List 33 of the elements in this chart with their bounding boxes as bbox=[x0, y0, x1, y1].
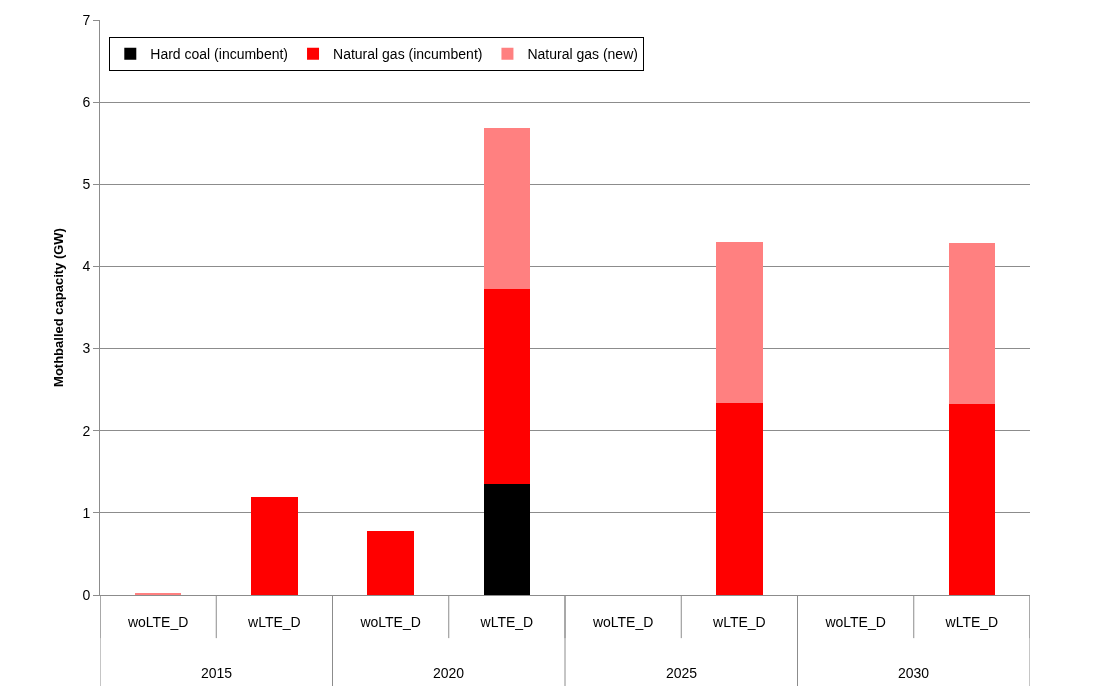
y-tick-label: 2 bbox=[82, 422, 91, 439]
x-tick-label: woLTE_D bbox=[126, 613, 189, 630]
legend-label: Hard coal (incumbent) bbox=[150, 46, 289, 63]
x-tick-label: wLTE_D bbox=[712, 613, 766, 630]
bar bbox=[948, 404, 996, 595]
y-tick-label: 4 bbox=[82, 258, 91, 275]
text: 2030 bbox=[898, 665, 930, 681]
x-tick-label: wLTE_D bbox=[479, 613, 534, 630]
bar bbox=[251, 497, 298, 595]
bar bbox=[948, 243, 996, 405]
bar bbox=[483, 289, 531, 485]
legend-label: Natural gas (incumbent) bbox=[333, 46, 483, 63]
legend-label: Natural gas (new) bbox=[527, 46, 638, 63]
y-tick-label: 6 bbox=[82, 94, 91, 111]
y-tick-label: 7 bbox=[82, 11, 91, 28]
bar bbox=[367, 530, 414, 595]
y-tick-label: 0 bbox=[82, 586, 91, 603]
text: 2025 bbox=[666, 665, 698, 681]
y-axis-title: Mothballed capacity (GW) bbox=[51, 228, 67, 387]
x-tick-label: woLTE_D bbox=[824, 613, 886, 630]
y-tick-label: 5 bbox=[82, 176, 91, 193]
x-tick-label: woLTE_D bbox=[591, 613, 654, 630]
text: 2020 bbox=[433, 665, 465, 681]
bar bbox=[483, 128, 531, 290]
bar bbox=[716, 241, 763, 403]
y-tick-label: 1 bbox=[82, 504, 91, 521]
text: 2015 bbox=[201, 665, 233, 681]
x-tick-label: woLTE_D bbox=[359, 613, 421, 630]
x-tick-label: wLTE_D bbox=[247, 613, 301, 630]
bar bbox=[716, 402, 763, 595]
x-tick-label: wLTE_D bbox=[944, 613, 999, 630]
bar bbox=[483, 484, 531, 595]
y-tick-label: 3 bbox=[82, 340, 91, 357]
